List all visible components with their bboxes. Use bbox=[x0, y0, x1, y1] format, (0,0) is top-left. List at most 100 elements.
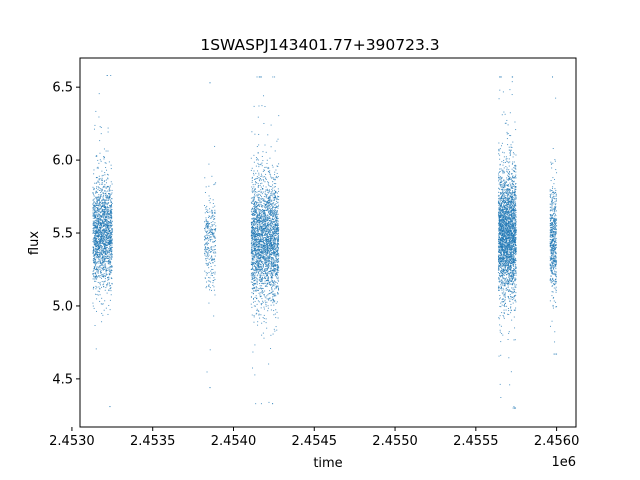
data-point bbox=[253, 235, 255, 237]
data-point bbox=[258, 254, 260, 256]
data-point bbox=[256, 214, 258, 216]
data-point bbox=[256, 310, 258, 312]
data-point bbox=[271, 254, 273, 256]
data-point bbox=[498, 98, 500, 100]
data-point bbox=[268, 293, 270, 295]
data-point bbox=[266, 202, 268, 204]
data-point bbox=[272, 232, 273, 234]
data-point bbox=[100, 252, 102, 254]
data-point bbox=[104, 193, 106, 195]
data-point bbox=[273, 260, 275, 262]
data-point bbox=[510, 207, 512, 209]
data-point bbox=[95, 251, 97, 253]
data-point bbox=[250, 231, 252, 233]
data-point bbox=[99, 244, 101, 246]
data-point bbox=[110, 253, 112, 255]
data-point bbox=[276, 226, 278, 228]
data-point bbox=[276, 229, 278, 231]
data-point bbox=[273, 229, 275, 231]
data-point bbox=[502, 221, 504, 223]
data-point bbox=[273, 231, 275, 233]
data-point bbox=[102, 268, 104, 270]
data-point bbox=[266, 228, 268, 230]
data-point bbox=[257, 214, 259, 216]
data-point bbox=[254, 178, 256, 180]
data-point bbox=[264, 277, 266, 279]
data-point bbox=[270, 250, 272, 252]
data-point bbox=[105, 250, 107, 252]
data-point bbox=[252, 266, 254, 268]
data-point bbox=[94, 259, 96, 261]
data-point bbox=[103, 233, 105, 235]
data-point bbox=[97, 256, 99, 258]
data-point bbox=[100, 258, 102, 260]
data-point bbox=[99, 265, 101, 267]
data-point bbox=[277, 249, 279, 251]
data-point bbox=[111, 220, 113, 222]
data-point bbox=[277, 285, 279, 287]
data-point bbox=[255, 237, 257, 239]
data-point bbox=[257, 190, 259, 192]
data-point bbox=[258, 252, 260, 254]
data-point bbox=[97, 236, 99, 238]
data-point bbox=[254, 270, 256, 272]
data-point bbox=[212, 259, 214, 261]
data-point bbox=[210, 265, 212, 267]
data-point bbox=[96, 241, 98, 243]
data-point bbox=[106, 255, 108, 257]
data-point bbox=[262, 254, 264, 256]
data-point bbox=[259, 220, 261, 222]
data-point bbox=[271, 269, 273, 271]
data-point bbox=[266, 208, 268, 210]
data-point bbox=[103, 276, 105, 278]
data-point bbox=[106, 219, 108, 221]
data-point bbox=[269, 248, 271, 250]
data-point bbox=[213, 184, 215, 186]
data-point bbox=[253, 196, 255, 198]
data-point bbox=[206, 274, 208, 276]
data-point bbox=[261, 165, 263, 167]
data-point bbox=[210, 281, 212, 283]
data-point bbox=[107, 278, 109, 280]
data-point bbox=[104, 202, 106, 204]
data-point bbox=[260, 281, 262, 283]
data-point bbox=[251, 274, 253, 276]
data-point bbox=[268, 238, 270, 240]
data-point bbox=[268, 167, 270, 169]
data-point bbox=[253, 200, 254, 202]
data-point bbox=[92, 209, 94, 211]
data-point bbox=[109, 207, 111, 209]
data-point bbox=[250, 157, 252, 159]
data-point bbox=[205, 223, 207, 225]
data-point bbox=[258, 225, 260, 227]
data-point bbox=[254, 248, 256, 250]
data-point bbox=[262, 301, 264, 303]
data-point bbox=[274, 261, 276, 263]
data-point bbox=[97, 243, 99, 245]
data-point bbox=[92, 252, 94, 254]
data-point bbox=[254, 290, 256, 292]
data-point bbox=[212, 251, 214, 253]
data-point bbox=[97, 233, 99, 235]
data-point bbox=[274, 249, 276, 251]
data-point bbox=[267, 279, 269, 281]
data-point bbox=[108, 257, 110, 259]
data-point bbox=[105, 287, 107, 289]
data-point bbox=[207, 264, 209, 266]
data-point bbox=[504, 268, 506, 270]
data-point bbox=[258, 226, 260, 228]
data-point bbox=[92, 186, 94, 188]
data-point bbox=[265, 278, 267, 280]
data-point bbox=[251, 209, 253, 211]
data-point bbox=[261, 261, 263, 263]
data-point bbox=[93, 223, 95, 225]
data-point bbox=[96, 232, 98, 234]
data-point bbox=[270, 208, 272, 210]
data-point bbox=[92, 273, 94, 275]
data-point bbox=[107, 279, 109, 281]
data-point bbox=[215, 182, 217, 184]
data-point bbox=[101, 219, 103, 221]
data-point bbox=[265, 270, 267, 272]
data-point bbox=[270, 250, 272, 252]
data-point bbox=[512, 229, 514, 231]
